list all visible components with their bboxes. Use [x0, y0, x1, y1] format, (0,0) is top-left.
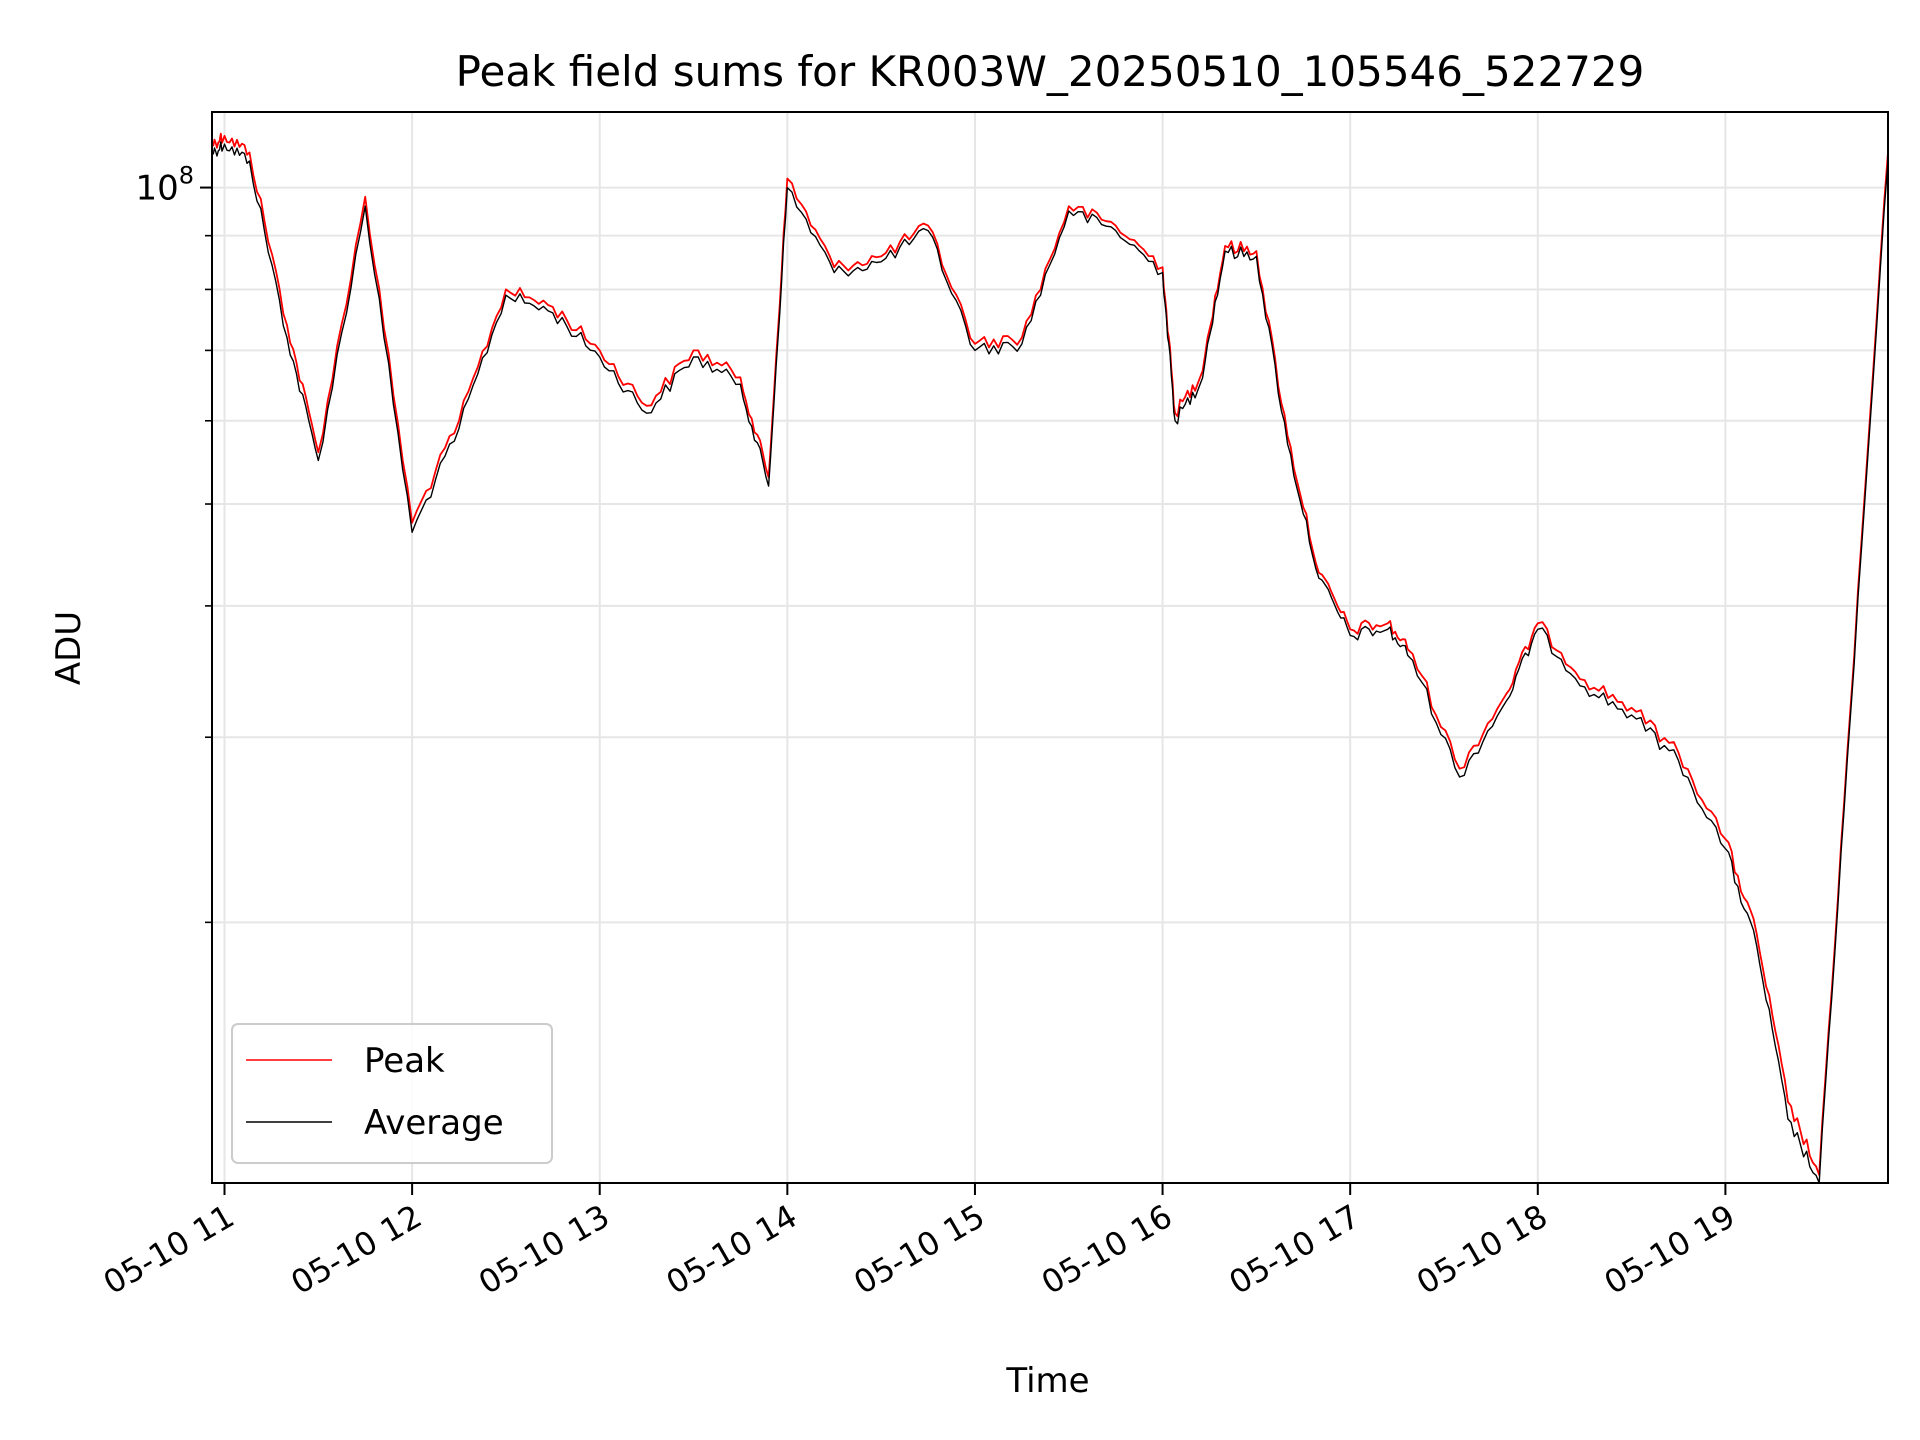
y-axis-label: ADU [49, 611, 89, 685]
legend-label-peak: Peak [364, 1041, 445, 1081]
x-tick-label: 05-10 17 [1223, 1197, 1367, 1302]
grid [212, 112, 1888, 1183]
x-tick-label: 05-10 15 [847, 1197, 991, 1302]
x-tick-label: 05-10 18 [1410, 1197, 1554, 1302]
series-line-average [211, 141, 1889, 1184]
x-tick-label: 05-10 14 [660, 1197, 804, 1302]
chart-title: Peak field sums for KR003W_20250510_1055… [456, 47, 1645, 96]
legend-box [231, 1023, 553, 1164]
x-tick-label: 05-10 16 [1035, 1197, 1179, 1302]
plot-frame [211, 111, 1889, 1184]
x-axis-label: Time [1005, 1361, 1089, 1401]
legend-label-average: Average [364, 1103, 504, 1143]
legend: Peak Average [231, 1023, 553, 1164]
x-tick-label: 05-10 12 [285, 1197, 429, 1302]
x-tick-label: 05-10 11 [97, 1197, 241, 1302]
series-layer [211, 132, 1889, 1184]
series-line-peak [211, 132, 1889, 1176]
y-tick-label: 108 [135, 162, 194, 209]
x-tick-label: 05-10 13 [472, 1197, 616, 1302]
plot-area [212, 112, 1888, 1183]
x-tick-label: 05-10 19 [1598, 1197, 1742, 1302]
